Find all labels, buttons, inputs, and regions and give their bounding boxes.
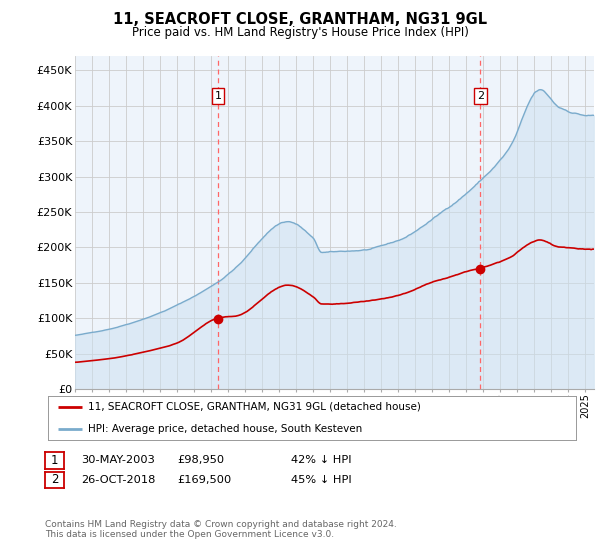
Text: 11, SEACROFT CLOSE, GRANTHAM, NG31 9GL: 11, SEACROFT CLOSE, GRANTHAM, NG31 9GL — [113, 12, 487, 27]
Text: 26-OCT-2018: 26-OCT-2018 — [81, 475, 155, 485]
Text: 30-MAY-2003: 30-MAY-2003 — [81, 455, 155, 465]
Text: £169,500: £169,500 — [177, 475, 231, 485]
Text: 2: 2 — [477, 91, 484, 101]
Text: Contains HM Land Registry data © Crown copyright and database right 2024.
This d: Contains HM Land Registry data © Crown c… — [45, 520, 397, 539]
Text: 45% ↓ HPI: 45% ↓ HPI — [291, 475, 352, 485]
Text: 1: 1 — [215, 91, 221, 101]
Text: 42% ↓ HPI: 42% ↓ HPI — [291, 455, 352, 465]
Text: £98,950: £98,950 — [177, 455, 224, 465]
Text: HPI: Average price, detached house, South Kesteven: HPI: Average price, detached house, Sout… — [88, 424, 362, 433]
Text: 11, SEACROFT CLOSE, GRANTHAM, NG31 9GL (detached house): 11, SEACROFT CLOSE, GRANTHAM, NG31 9GL (… — [88, 402, 421, 412]
Text: 2: 2 — [51, 473, 58, 487]
Text: 1: 1 — [51, 454, 58, 467]
Text: Price paid vs. HM Land Registry's House Price Index (HPI): Price paid vs. HM Land Registry's House … — [131, 26, 469, 39]
